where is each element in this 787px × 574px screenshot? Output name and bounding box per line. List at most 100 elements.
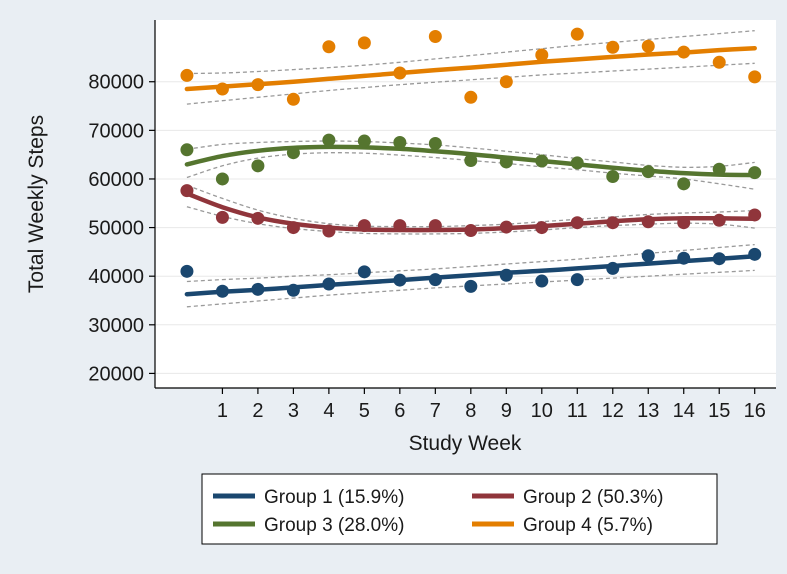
data-point xyxy=(393,219,407,233)
data-point xyxy=(641,249,655,263)
x-tick-label: 2 xyxy=(252,400,263,422)
data-point xyxy=(357,265,371,279)
data-point xyxy=(606,40,620,54)
data-point xyxy=(748,208,762,222)
data-point xyxy=(606,170,620,184)
data-point xyxy=(641,39,655,53)
data-point xyxy=(180,143,194,157)
data-point xyxy=(535,221,549,235)
y-tick-label: 20000 xyxy=(88,363,144,385)
x-tick-label: 7 xyxy=(430,400,441,422)
data-point xyxy=(606,216,620,230)
x-tick-label: 8 xyxy=(465,400,476,422)
data-point xyxy=(393,136,407,150)
y-tick-label: 70000 xyxy=(88,120,144,142)
data-point xyxy=(464,90,478,104)
x-tick-label: 16 xyxy=(744,400,766,422)
data-point xyxy=(535,48,549,62)
data-point xyxy=(286,221,300,235)
data-point xyxy=(357,134,371,148)
data-point xyxy=(251,159,265,173)
data-point xyxy=(464,279,478,293)
data-point xyxy=(215,172,229,186)
data-point xyxy=(215,284,229,298)
legend: Group 1 (15.9%) Group 2 (50.3%) Group 3 (2… xyxy=(201,473,718,545)
data-point xyxy=(251,78,265,92)
y-tick-label: 30000 xyxy=(88,315,144,337)
x-axis-title: Study Week xyxy=(409,432,522,455)
ci-upper-line xyxy=(186,243,755,283)
trajectory-line xyxy=(184,254,757,297)
x-tick-label: 15 xyxy=(708,400,730,422)
data-point xyxy=(677,216,691,230)
data-point xyxy=(180,264,194,278)
data-point xyxy=(251,211,265,225)
ci-lower-line xyxy=(186,206,755,235)
x-tick-label: 6 xyxy=(394,400,405,422)
data-point xyxy=(357,219,371,233)
x-tick-label: 3 xyxy=(288,400,299,422)
data-point xyxy=(712,162,726,176)
series-group-2 xyxy=(180,184,762,238)
y-tick-label: 40000 xyxy=(88,266,144,288)
legend-label: Group 3 (28.0%) xyxy=(264,515,404,536)
data-point xyxy=(535,274,549,288)
data-point xyxy=(464,223,478,237)
data-point xyxy=(712,55,726,69)
x-tick-label: 1 xyxy=(217,400,228,422)
data-point xyxy=(322,277,336,291)
data-point xyxy=(393,66,407,80)
y-tick-label: 60000 xyxy=(88,169,144,191)
legend-label: Group 2 (50.3%) xyxy=(523,487,663,508)
data-point xyxy=(286,283,300,297)
data-point xyxy=(570,27,584,41)
data-point xyxy=(215,210,229,224)
data-point xyxy=(322,224,336,238)
data-point xyxy=(322,40,336,54)
data-point xyxy=(322,133,336,147)
data-point xyxy=(748,166,762,180)
data-point xyxy=(499,268,513,282)
data-point xyxy=(677,45,691,59)
plot-series xyxy=(180,27,762,308)
data-point xyxy=(428,136,442,150)
data-point xyxy=(286,146,300,160)
data-point xyxy=(215,82,229,96)
data-point xyxy=(570,273,584,287)
data-point xyxy=(464,153,478,167)
data-point xyxy=(499,155,513,169)
legend-box xyxy=(201,473,718,545)
data-point xyxy=(428,219,442,233)
x-tick-label: 10 xyxy=(531,400,553,422)
data-point xyxy=(180,184,194,198)
x-tick-label: 9 xyxy=(501,400,512,422)
data-point xyxy=(393,273,407,287)
legend-label: Group 4 (5.7%) xyxy=(523,515,653,536)
x-tick-label: 11 xyxy=(567,400,588,422)
x-tick-label: 14 xyxy=(673,400,695,422)
data-point xyxy=(570,216,584,230)
x-tick-label: 12 xyxy=(602,400,624,422)
data-point xyxy=(286,92,300,106)
y-tick-label: 80000 xyxy=(88,72,144,94)
data-point xyxy=(357,36,371,50)
data-point xyxy=(677,251,691,265)
data-point xyxy=(748,70,762,84)
data-point xyxy=(641,215,655,229)
data-point xyxy=(677,177,691,191)
series-group-1 xyxy=(180,243,762,308)
data-point xyxy=(570,156,584,170)
data-point xyxy=(499,220,513,234)
series-group-3 xyxy=(180,133,762,191)
data-point xyxy=(748,247,762,261)
series-group-4 xyxy=(180,27,762,106)
y-tick-label: 50000 xyxy=(88,218,144,240)
data-point xyxy=(428,273,442,287)
data-point xyxy=(180,68,194,82)
legend-label: Group 1 (15.9%) xyxy=(264,487,404,508)
plot-area xyxy=(155,20,776,388)
x-tick-label: 5 xyxy=(359,400,370,422)
data-point xyxy=(712,252,726,266)
